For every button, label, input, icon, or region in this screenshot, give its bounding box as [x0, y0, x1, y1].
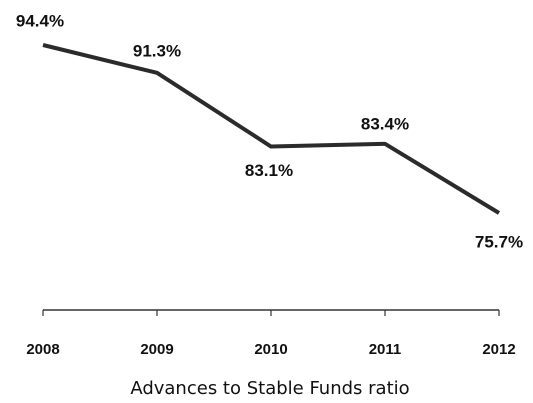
- data-label: 83.1%: [245, 161, 293, 180]
- x-tick-label: 2008: [26, 341, 59, 358]
- data-label: 83.4%: [361, 114, 409, 133]
- x-tick-label: 2010: [254, 341, 287, 358]
- x-tick-label: 2011: [369, 341, 402, 358]
- x-tick-label: 2012: [482, 341, 515, 358]
- data-label: 91.3%: [133, 41, 181, 60]
- data-label: 94.4%: [16, 11, 64, 30]
- data-label: 75.7%: [475, 232, 523, 251]
- data-line: [42, 43, 501, 215]
- chart-title: Advances to Stable Funds ratio: [130, 378, 409, 399]
- x-tick-label: 2009: [140, 341, 173, 358]
